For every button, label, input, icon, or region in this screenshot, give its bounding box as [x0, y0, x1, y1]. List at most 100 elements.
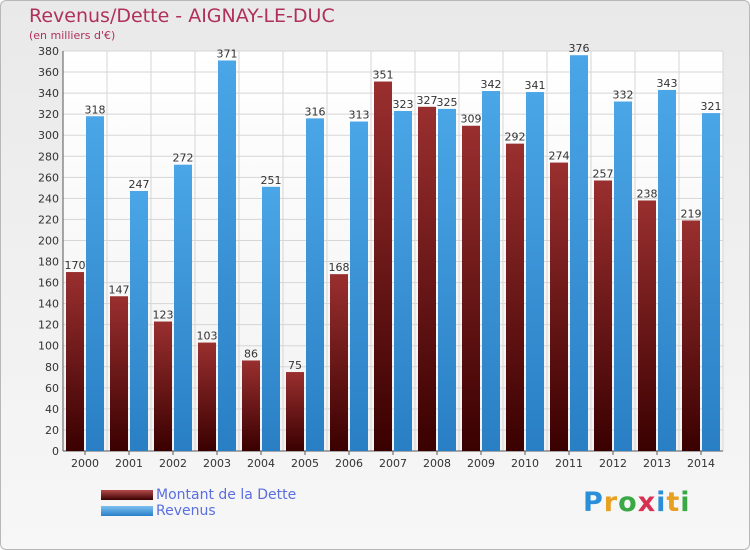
y-tick-label: 320 [38, 108, 59, 121]
bar-revenus [438, 108, 456, 451]
data-label: 103 [197, 330, 218, 343]
y-tick-label: 300 [38, 129, 59, 142]
chart-subtitle: (en milliers d'€) [29, 29, 116, 42]
data-label: 325 [437, 96, 458, 109]
bar-revenus [174, 164, 192, 451]
bar-revenus [86, 116, 104, 452]
y-tick-label: 60 [45, 382, 59, 395]
y-tick-label: 0 [52, 445, 59, 458]
x-tick-label: 2004 [247, 457, 275, 470]
legend-label-dette: Montant de la Dette [156, 487, 297, 503]
bar-dette [286, 372, 304, 451]
y-tick-label: 80 [45, 361, 59, 374]
y-tick-label: 260 [38, 171, 59, 184]
data-label: 309 [461, 113, 482, 126]
data-label: 371 [217, 47, 238, 60]
x-tick-label: 2009 [467, 457, 495, 470]
data-label: 376 [569, 42, 590, 55]
data-label: 123 [153, 309, 174, 322]
data-label: 147 [109, 283, 130, 296]
legend-swatch-revenus [101, 506, 153, 516]
data-label: 343 [657, 77, 678, 90]
bar-dette [462, 125, 480, 451]
x-tick-label: 2013 [643, 457, 671, 470]
chart-title: Revenus/Dette - AIGNAY-LE-DUC [29, 5, 335, 27]
bar-revenus [130, 191, 148, 451]
bar-revenus [350, 121, 368, 452]
x-tick-label: 2003 [203, 457, 231, 470]
bar-dette [682, 220, 700, 451]
bar-dette [506, 143, 524, 451]
data-label: 342 [481, 78, 502, 91]
y-tick-label: 380 [38, 45, 59, 58]
bar-dette [374, 81, 392, 452]
x-tick-label: 2012 [599, 457, 627, 470]
y-tick-label: 140 [38, 298, 59, 311]
x-tick-label: 2005 [291, 457, 319, 470]
bar-dette [242, 360, 260, 451]
data-label: 316 [305, 105, 326, 118]
legend-label-revenus: Revenus [156, 503, 216, 519]
x-tick-label: 2011 [555, 457, 583, 470]
data-label: 351 [373, 69, 394, 82]
y-tick-label: 280 [38, 150, 59, 163]
data-label: 257 [593, 167, 614, 180]
bar-dette [550, 162, 568, 451]
data-label: 219 [681, 207, 702, 220]
bar-dette [418, 106, 436, 451]
y-tick-label: 360 [38, 66, 59, 79]
y-tick-label: 220 [38, 213, 59, 226]
bar-revenus [482, 91, 500, 451]
bar-revenus [306, 118, 324, 452]
y-tick-label: 120 [38, 319, 59, 332]
bar-revenus [262, 186, 280, 451]
y-tick-label: 340 [38, 87, 59, 100]
bar-dette [66, 272, 84, 451]
x-tick-label: 2007 [379, 457, 407, 470]
bar-dette [330, 274, 348, 451]
bar-dette [110, 296, 128, 451]
data-label: 238 [637, 187, 658, 200]
y-tick-label: 160 [38, 277, 59, 290]
x-tick-label: 2006 [335, 457, 363, 470]
x-tick-label: 2002 [159, 457, 187, 470]
bar-dette [638, 200, 656, 451]
x-tick-label: 2014 [687, 457, 715, 470]
data-label: 327 [417, 94, 438, 107]
y-tick-label: 100 [38, 340, 59, 353]
y-tick-label: 240 [38, 192, 59, 205]
proxiti-logo: Proxiti [583, 487, 691, 518]
data-label: 170 [65, 259, 86, 272]
x-tick-label: 2000 [71, 457, 99, 470]
data-label: 292 [505, 131, 526, 144]
data-label: 86 [244, 347, 258, 360]
x-tick-label: 2010 [511, 457, 539, 470]
bar-dette [198, 342, 216, 451]
bar-revenus [570, 55, 588, 452]
data-label: 332 [613, 89, 634, 102]
bar-revenus [658, 89, 676, 452]
y-tick-label: 40 [45, 403, 59, 416]
x-tick-label: 2008 [423, 457, 451, 470]
bar-revenus [394, 111, 412, 451]
data-label: 321 [701, 100, 722, 113]
data-label: 341 [525, 79, 546, 92]
bar-revenus [614, 101, 632, 452]
data-label: 313 [349, 109, 370, 122]
y-tick-label: 200 [38, 234, 59, 247]
bar-revenus [526, 92, 544, 451]
bar-revenus [702, 113, 720, 452]
data-label: 168 [329, 261, 350, 274]
data-label: 251 [261, 174, 282, 187]
data-label: 272 [173, 152, 194, 165]
data-label: 75 [288, 359, 302, 372]
bar-dette [154, 321, 172, 451]
bar-revenus [218, 60, 236, 451]
data-label: 274 [549, 150, 570, 163]
x-tick-label: 2001 [115, 457, 143, 470]
data-label: 323 [393, 98, 414, 111]
bar-dette [594, 180, 612, 451]
data-label: 318 [85, 103, 106, 116]
